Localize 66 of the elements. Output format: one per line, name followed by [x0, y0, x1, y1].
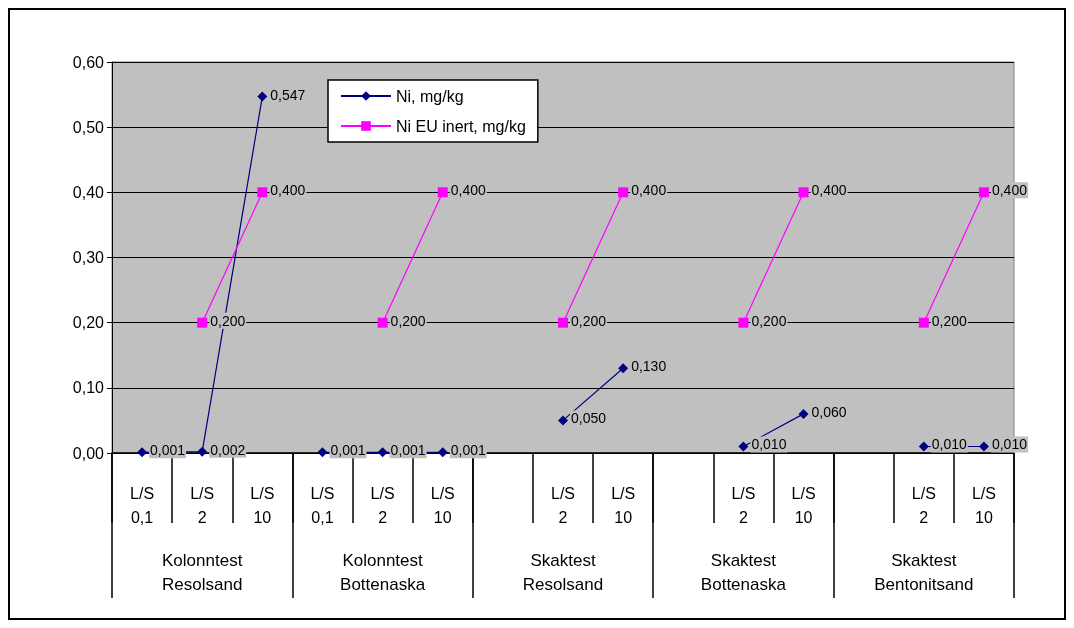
point [978, 187, 989, 198]
data-label: 0,060 [811, 403, 847, 420]
point [918, 441, 929, 452]
y-tick-label: 0,50 [72, 118, 105, 136]
data-label: 0,010 [931, 436, 968, 453]
point [377, 447, 388, 458]
data-label: 0,002 [210, 441, 246, 458]
data-label: 0,001 [330, 442, 366, 459]
data-label: 0,001 [450, 442, 486, 459]
point [197, 317, 208, 328]
y-tick-label: 0,60 [72, 53, 105, 71]
data-label: 0,200 [751, 312, 787, 329]
legend-label: Ni EU inert, mg/kg [396, 117, 526, 135]
x-tick-label: L/S 2 [550, 484, 576, 526]
data-label: 0,200 [390, 312, 426, 329]
y-tick-label: 0,40 [72, 183, 105, 201]
x-tick-label: L/S 10 [611, 484, 636, 526]
x-tick-label: L/S 0,1 [310, 484, 335, 526]
y-tick-label: 0,30 [72, 249, 105, 266]
point [798, 187, 809, 198]
x-tick-label: L/S 10 [250, 484, 275, 526]
x-tick-label: L/S 10 [791, 484, 816, 526]
data-label: 0,010 [991, 436, 1028, 453]
data-label: 0,001 [150, 442, 186, 459]
y-tick-label: 0,20 [72, 314, 105, 332]
x-tick-label: L/S 2 [911, 484, 936, 526]
legend-label: Ni, mg/kg [396, 87, 464, 105]
x-tick-label: L/S 0,1 [130, 484, 155, 526]
y-tick-label: 0,00 [72, 444, 105, 462]
data-label: 0,050 [571, 410, 607, 427]
point [257, 187, 268, 198]
point [618, 187, 629, 198]
data-label: 0,547 [270, 86, 306, 103]
data-label: 0,400 [631, 182, 667, 199]
text: Skaktest Resolsand [522, 550, 604, 594]
point [257, 91, 268, 102]
point [137, 447, 148, 458]
data-label: 0,200 [931, 312, 968, 329]
data-label: 0,200 [571, 312, 607, 329]
x-tick-label: L/S 2 [731, 484, 756, 526]
data-label: 0,400 [811, 182, 847, 199]
point [377, 317, 388, 328]
point [918, 317, 929, 328]
point [558, 317, 568, 328]
x-tick-label: L/S 10 [430, 484, 455, 526]
data-label: 0,010 [751, 436, 787, 453]
data-label: 0,400 [270, 182, 306, 199]
x-tick-label: L/S 2 [370, 484, 395, 526]
point [437, 447, 448, 458]
point [738, 317, 749, 328]
point [317, 447, 328, 458]
text: Kolonntest Bottenaska [340, 550, 426, 594]
data-label: 0,001 [390, 442, 426, 459]
data-label: 0,400 [991, 182, 1028, 199]
point [437, 187, 448, 198]
data-label: 0,130 [631, 358, 667, 375]
text: Skaktest Bentonitsand [874, 550, 974, 594]
x-tick-label: L/S 2 [190, 484, 215, 526]
text: Kolonntest Resolsand [162, 550, 243, 594]
data-label: 0,400 [450, 182, 486, 199]
data-label: 0,200 [210, 312, 246, 329]
point [197, 446, 208, 457]
y-tick-label: 0,10 [72, 379, 105, 397]
point [978, 441, 989, 452]
text: Skaktest Bottenaska [700, 550, 787, 594]
x-tick-label: L/S 10 [971, 484, 996, 526]
